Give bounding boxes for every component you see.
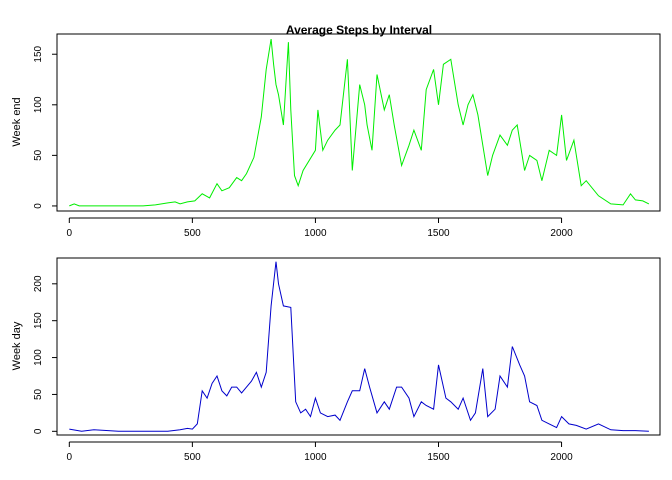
weekday-plot-frame [56,257,661,436]
weekday-x-tick-label: 2000 [550,452,573,463]
weekend-y-axis: 0 50 100 150 [33,45,58,209]
weekday-y-tick-label: 200 [33,275,44,292]
weekday-x-tick-label: 1000 [304,452,327,463]
chart-title: Average Steps by Interval [286,23,432,37]
weekend-x-tick-label: 2000 [550,228,573,239]
weekday-y-tick-label: 150 [33,312,44,329]
weekday-x-tick-label: 0 [67,452,73,463]
weekend-x-tick-label: 1500 [427,228,450,239]
weekday-y-tick-label: 0 [33,428,44,434]
weekend-y-tick-label: 150 [33,45,44,62]
weekday-y-axis-label: Week day [11,321,23,370]
weekend-y-tick-label: 0 [33,203,44,209]
weekend-x-axis: 0 500 1000 1500 2000 [67,217,573,239]
weekend-y-tick-label: 100 [33,96,44,113]
weekday-y-tick-label: 50 [33,388,44,400]
weekday-series-line [69,261,649,432]
weekday-x-axis: 0 500 1000 1500 2000 [67,441,573,463]
weekday-x-tick-label: 500 [184,452,201,463]
weekend-series-line [69,39,650,207]
weekend-x-tick-label: 0 [67,228,73,239]
weekday-y-axis: 0 50 100 150 200 [33,275,58,434]
weekday-x-tick-label: 1500 [427,452,450,463]
weekend-y-axis-label: Week end [11,97,23,146]
weekend-y-tick-label: 50 [33,149,44,161]
weekend-x-tick-label: 1000 [304,228,327,239]
weekend-plot-frame [56,33,661,212]
weekday-y-tick-label: 100 [33,349,44,366]
weekend-panel: 0 500 1000 1500 2000 0 50 100 150 Week end [11,33,661,239]
weekend-x-tick-label: 500 [184,228,201,239]
weekday-panel: 0 500 1000 1500 2000 0 50 100 150 200 Week day [11,257,661,463]
